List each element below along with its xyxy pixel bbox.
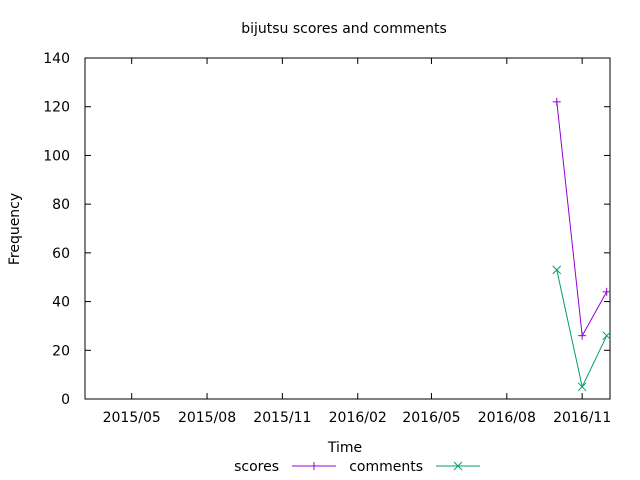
y-tick-label: 60 <box>52 246 70 262</box>
x-axis: 2015/05 2015/08 2015/11 2016/02 2016/05 2016/… <box>103 58 611 426</box>
x-axis-label: Time <box>327 440 362 456</box>
series-layer <box>552 97 612 392</box>
y-tick-label: 100 <box>43 148 70 164</box>
y-tick-label: 140 <box>43 51 70 67</box>
y-tick-label: 20 <box>52 343 70 359</box>
y-tick-label: 80 <box>52 197 70 213</box>
data-point-scores <box>602 287 611 296</box>
y-tick-label: 0 <box>61 392 70 408</box>
x-tick-label: 2015/05 <box>103 410 161 426</box>
y-axis-label: Frequency <box>7 193 23 265</box>
data-point-comments <box>577 382 587 392</box>
y-tick-label: 120 <box>43 100 70 116</box>
data-point-scores <box>578 331 587 340</box>
data-point-comments <box>602 331 612 341</box>
y-axis: 0 20 40 60 80 100 120 140 <box>43 51 610 408</box>
data-point-comments <box>552 265 562 275</box>
y-tick-label: 40 <box>52 295 70 311</box>
plot-frame <box>84 57 611 400</box>
legend: scores comments <box>234 459 480 475</box>
x-tick-label: 2016/05 <box>402 410 460 426</box>
legend-label-scores: scores <box>234 459 279 475</box>
legend-marker-scores <box>310 462 318 470</box>
x-tick-label: 2015/11 <box>253 410 311 426</box>
x-tick-label: 2016/02 <box>329 410 387 426</box>
legend-label-comments: comments <box>349 459 423 475</box>
series-line-scores <box>556 101 608 338</box>
x-tick-label: 2015/08 <box>178 410 236 426</box>
x-tick-label: 2016/08 <box>478 410 536 426</box>
chart-title: bijutsu scores and comments <box>241 21 447 37</box>
x-tick-label: 2016/11 <box>553 410 611 426</box>
data-point-scores <box>552 97 561 106</box>
legend-marker-comments <box>453 461 463 471</box>
